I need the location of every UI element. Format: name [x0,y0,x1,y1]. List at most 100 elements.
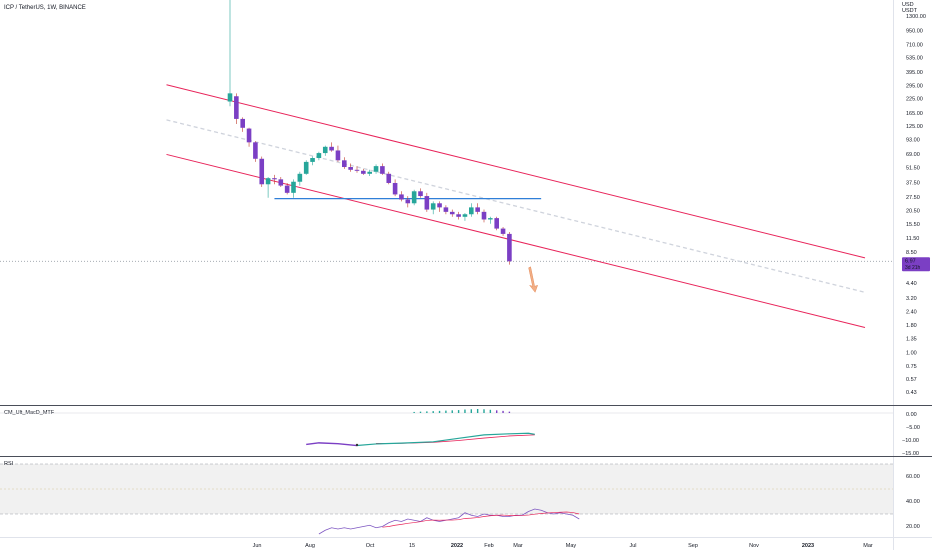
candle[interactable] [488,218,493,220]
candle[interactable] [310,158,315,162]
candle[interactable] [303,161,309,174]
macd-histogram-bar [464,409,466,413]
candle[interactable] [392,182,398,195]
candle[interactable] [234,96,239,119]
candle[interactable] [418,191,423,197]
time-tick: Sep [688,543,698,549]
candle[interactable] [272,178,277,180]
candle[interactable] [278,179,284,186]
rsi-pane[interactable] [318,508,580,535]
candle[interactable] [405,199,411,204]
candle[interactable] [297,173,303,182]
projection-arrow[interactable] [528,266,539,293]
price-tick: 1.80 [906,323,917,329]
candle[interactable] [449,211,455,215]
candle[interactable] [265,178,271,185]
candle[interactable] [494,218,499,229]
candle[interactable] [456,214,461,217]
candle[interactable] [437,203,442,208]
candle[interactable] [386,173,392,183]
candle[interactable] [380,166,385,174]
candle[interactable] [342,160,347,168]
candle[interactable] [475,207,480,212]
candle[interactable] [253,142,258,159]
time-tick: Aug [305,543,315,549]
rsi-title: RSI [4,461,14,467]
channel-lower-line[interactable] [166,153,866,328]
time-tick: Mar [513,543,523,549]
channel-upper-line[interactable] [166,84,866,259]
macd-histogram-bar [489,409,492,413]
candle[interactable] [240,118,245,128]
price-tick: 1.35 [906,336,917,342]
candle[interactable] [322,146,328,154]
candle[interactable] [424,196,430,210]
price-tick: 27.50 [906,195,920,201]
macd-histogram-bar [432,411,434,413]
price-tick: 1300.00 [906,14,926,20]
candle[interactable] [361,170,366,174]
candle[interactable] [316,153,322,159]
candle[interactable] [462,214,468,217]
macd-tick-2: −10.00 [902,438,919,444]
rsi-tick-0: 60.00 [906,474,920,480]
candle[interactable] [348,167,353,170]
time-tick: Jun [253,543,262,549]
price-tick: 11.50 [906,236,919,242]
macd-histogram-bar [483,409,485,413]
channel-midline[interactable] [166,119,866,293]
candle[interactable] [259,158,265,185]
price-tick: 8.50 [906,250,917,256]
macd-tick-0: 0.00 [906,412,917,418]
time-tick: Mar [863,543,873,549]
candle[interactable] [291,181,296,193]
price-axis[interactable]: 1300.00 950.00 710.00 535.00 395.00 295.00 225… [906,14,926,396]
candle[interactable] [443,207,449,212]
candle[interactable] [373,166,379,172]
time-tick: Nov [749,543,759,549]
price-tick: 125.00 [906,124,923,130]
macd-tick-1: −5.00 [906,425,920,431]
candle[interactable] [284,185,290,193]
macd-pane[interactable] [0,409,893,447]
price-tick: 950.00 [906,29,923,35]
candle[interactable] [367,171,372,174]
candle[interactable] [411,191,417,204]
candle[interactable] [430,203,436,210]
macd-histogram-bar [451,410,453,413]
candle[interactable] [500,228,506,234]
candle[interactable] [335,150,341,161]
price-tick: 20.50 [906,209,920,215]
price-tick: 51.50 [906,165,920,171]
macd-histogram-bar [438,410,441,413]
time-axis[interactable]: Jun Aug Oct 15 2022 Feb Mar May Jul Sep Nov 2023 Mar [253,543,873,549]
candle[interactable] [354,169,360,171]
time-tick: 2022 [451,543,463,549]
price-tick: 710.00 [906,42,923,48]
candle[interactable] [507,233,512,262]
price-tick: 225.00 [906,96,923,102]
candle[interactable] [399,194,404,200]
candle[interactable] [329,146,334,151]
macd-histogram-bar [457,410,460,413]
candle[interactable] [481,211,487,220]
price-tick: 535.00 [906,56,923,62]
macd-histogram-bar [426,411,428,413]
price-tick: 69.00 [906,152,920,158]
macd-tick-3: −15.00 [902,451,919,457]
last-price-badge: 6.97 3d 21h [902,257,930,272]
main-pane[interactable] [166,0,866,328]
price-tick: 2.40 [906,309,917,315]
rsi-line [318,508,580,535]
bar-countdown: 3d 21h [905,265,921,271]
currency-label-quote: USDT [902,8,918,14]
macd-cross-dot [355,443,359,447]
time-tick: May [566,543,577,549]
candle[interactable] [469,207,474,215]
rsi-tick-1: 40.00 [906,499,920,505]
candle[interactable] [246,128,252,143]
macd-histogram-bar [476,409,479,413]
candle[interactable] [227,93,233,102]
price-tick: 3.20 [906,296,917,302]
